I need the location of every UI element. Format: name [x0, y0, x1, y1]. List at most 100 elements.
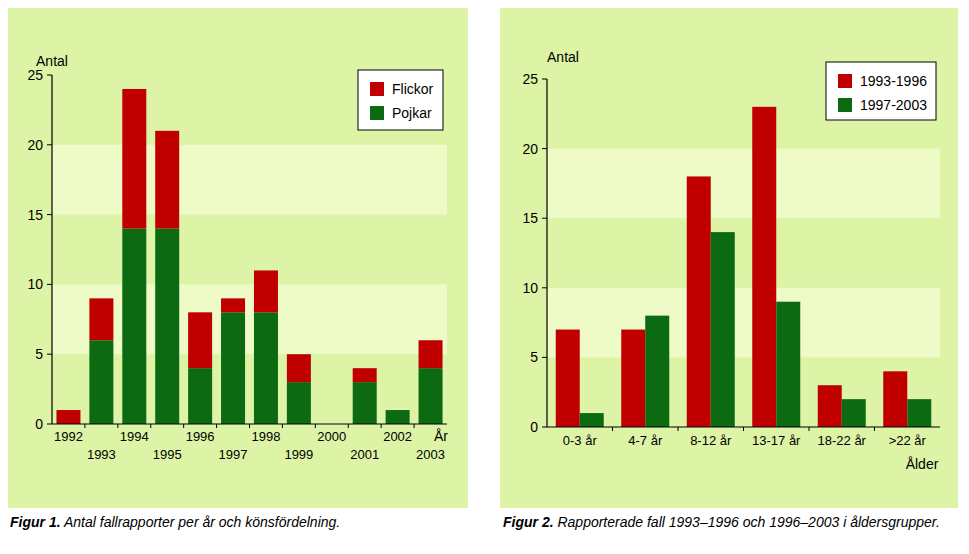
x-tick: [315, 424, 316, 428]
x-tick: [348, 424, 349, 428]
y-tick: [47, 144, 52, 145]
x-tick-label: 4-7 år: [628, 433, 663, 448]
bar-segment: [353, 368, 377, 382]
bar-segment: [254, 270, 278, 312]
bar: [907, 399, 931, 427]
y-tick: [542, 427, 547, 428]
y-tick: [542, 218, 547, 219]
caption: Figur 2. Rapporterade fall 1993–1996 och…: [503, 514, 953, 531]
caption-text: Antal fallrapporter per år och könsförde…: [64, 514, 340, 530]
y-tick: [542, 287, 547, 288]
y-tick-label: 25: [27, 67, 43, 83]
bar-segment: [221, 298, 245, 312]
y-tick: [47, 424, 52, 425]
x-tick: [809, 427, 810, 431]
bar: [580, 413, 604, 427]
y-axis-label: Antal: [36, 53, 68, 69]
y-tick-label: 20: [522, 141, 538, 157]
x-tick-label: 18-22 år: [818, 433, 867, 448]
legend-label: 1997-2003: [860, 97, 927, 113]
bar: [776, 302, 800, 427]
y-tick-label: 5: [35, 346, 43, 362]
y-tick-label: 25: [522, 71, 538, 87]
bar: [621, 330, 645, 427]
x-tick-label: 1999: [284, 447, 313, 462]
x-tick-label: 1996: [186, 429, 215, 444]
x-tick-label: 2000: [317, 429, 346, 444]
bar-segment: [287, 354, 311, 382]
bars: [56, 89, 442, 424]
bar-segment: [89, 340, 113, 424]
x-tick: [678, 427, 679, 431]
x-tick: [216, 424, 217, 428]
x-tick-label: 8-12 år: [690, 433, 732, 448]
x-tick-label: 2002: [383, 429, 412, 444]
x-axis-label: Ålder: [906, 456, 939, 472]
caption-label: Figur 1.: [10, 514, 61, 530]
y-tick: [47, 75, 52, 76]
y-tick: [47, 284, 52, 285]
bar-segment: [287, 382, 311, 424]
bar-segment: [155, 229, 179, 424]
caption-text: Rapporterade fall 1993–1996 och 1996–200…: [557, 514, 939, 530]
x-axis-label: År: [434, 428, 448, 444]
chart: 0 5 10 15 20 25 0-3 år 4-7 år 8-12 år 13-17 år 18-…: [500, 8, 958, 508]
y-tick-label: 5: [530, 349, 538, 365]
bar: [645, 316, 669, 427]
x-tick-label: 2003: [416, 447, 445, 462]
y-tick: [542, 357, 547, 358]
y-axis: [546, 79, 547, 427]
y-tick-label: 0: [530, 419, 538, 435]
y-tick-label: 0: [35, 416, 43, 432]
x-tick: [150, 424, 151, 428]
bar-segment: [386, 410, 410, 424]
x-tick: [282, 424, 283, 428]
x-tick: [743, 427, 744, 431]
legend-swatch: [838, 98, 852, 112]
x-tick-label: 1994: [120, 429, 149, 444]
y-tick: [47, 354, 52, 355]
legend-swatch: [370, 106, 384, 120]
bar-segment: [89, 298, 113, 340]
grid-band: [547, 288, 940, 358]
legend-label: 1993-1996: [860, 73, 927, 89]
bar-segment: [221, 312, 245, 424]
x-tick-label: 1993: [87, 447, 116, 462]
y-axis: [51, 75, 52, 424]
bar-segment: [122, 89, 146, 229]
bar-segment: [155, 131, 179, 229]
x-tick-label: 2001: [350, 447, 379, 462]
bar-segment: [353, 382, 377, 424]
caption-label: Figur 2.: [503, 514, 554, 530]
legend-label: Pojkar: [392, 105, 432, 121]
bar-segment: [188, 368, 212, 424]
y-tick-label: 15: [27, 207, 43, 223]
x-tick: [381, 424, 382, 428]
panel-background: [500, 8, 958, 508]
x-tick-label: 1998: [251, 429, 280, 444]
bar-segment: [419, 340, 443, 368]
x-tick-label: 0-3 år: [563, 433, 598, 448]
y-tick-label: 15: [522, 210, 538, 226]
legend-swatch: [838, 74, 852, 88]
legend-label: Flickor: [392, 81, 434, 97]
bar: [883, 371, 907, 427]
bar-segment: [386, 410, 410, 411]
y-tick: [542, 79, 547, 80]
x-tick: [249, 424, 250, 428]
legend: Flickor Pojkar: [358, 70, 443, 130]
y-tick-label: 10: [522, 280, 538, 296]
bar-segment: [122, 229, 146, 424]
x-tick-label: 1997: [219, 447, 248, 462]
x-tick-label: 13-17 år: [752, 433, 801, 448]
panel-background: [8, 8, 468, 508]
legend-box: [358, 70, 443, 130]
bar-segment: [188, 312, 212, 368]
grid-band: [52, 145, 447, 215]
y-axis-label: Antal: [547, 49, 579, 65]
legend: 1993-1996 1997-2003: [826, 62, 936, 120]
x-tick: [414, 424, 415, 428]
bar: [818, 385, 842, 427]
x-tick-label: 1995: [153, 447, 182, 462]
x-tick: [117, 424, 118, 428]
